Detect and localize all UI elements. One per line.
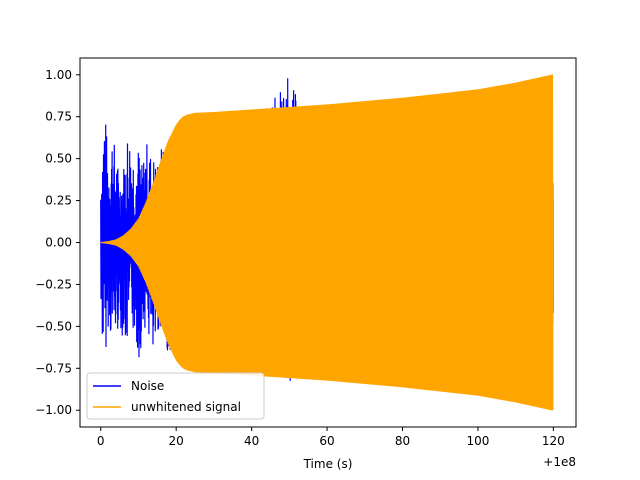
y-tick-label: 0.75 xyxy=(45,110,72,124)
y-axis: 1.00 0.75 0.50 0.25 0.00 −0.25 −0.50 −0.75 −1.00 xyxy=(35,68,80,417)
y-tick-label: 1.00 xyxy=(45,68,72,82)
x-tick-label: 100 xyxy=(466,434,489,448)
x-tick-label: 60 xyxy=(319,434,334,448)
y-tick-label: −0.25 xyxy=(35,277,72,291)
x-tick-label: 80 xyxy=(395,434,410,448)
x-tick-label: 40 xyxy=(244,434,259,448)
x-axis-label: Time (s) xyxy=(303,457,353,471)
y-tick-label: 0.25 xyxy=(45,194,72,208)
y-tick-label: −1.00 xyxy=(35,403,72,417)
legend-box xyxy=(86,372,265,420)
legend: Noise unwhitened signal xyxy=(86,372,265,420)
y-tick-label: 0.50 xyxy=(45,152,72,166)
y-tick-label: 0.00 xyxy=(45,236,72,250)
x-tick-label: 0 xyxy=(97,434,105,448)
legend-label-noise: Noise xyxy=(131,379,164,393)
y-tick-label: −0.50 xyxy=(35,319,72,333)
x-offset-label: +1e8 xyxy=(543,455,576,469)
x-tick-label: 20 xyxy=(169,434,184,448)
x-axis: 0 20 40 60 80 100 120 xyxy=(97,427,565,448)
x-tick-label: 120 xyxy=(542,434,565,448)
series-layer xyxy=(100,74,554,411)
y-tick-label: −0.75 xyxy=(35,361,72,375)
series-line-unwhitened-signal xyxy=(100,74,554,411)
legend-label-unwhitened-signal: unwhitened signal xyxy=(131,400,241,414)
